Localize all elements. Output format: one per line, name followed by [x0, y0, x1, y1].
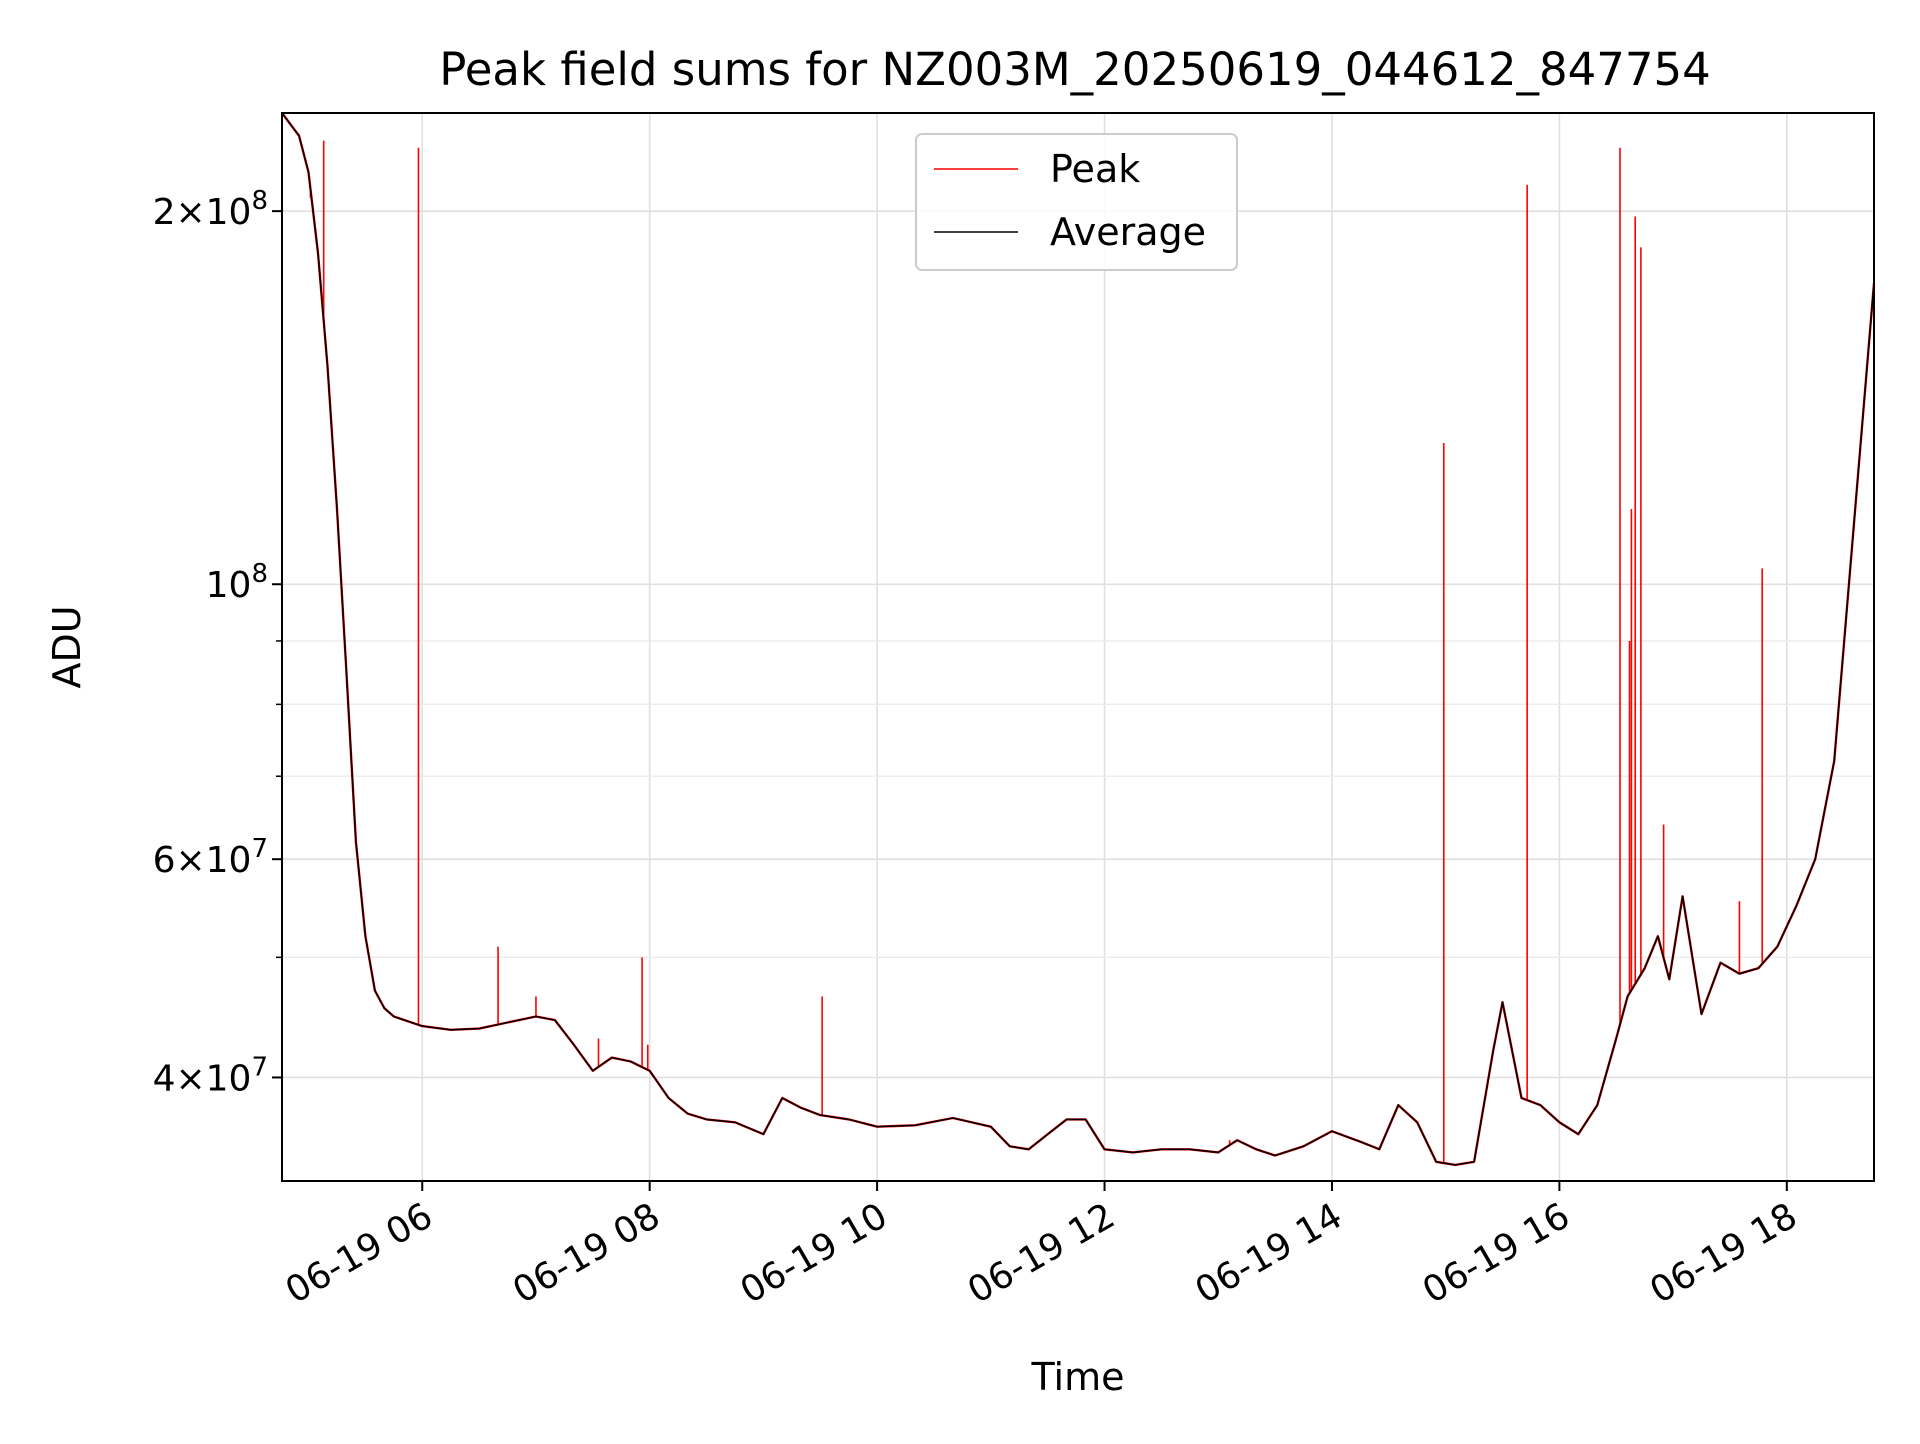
y-tick-label: 2×108: [153, 186, 268, 233]
y-axis-label: ADU: [45, 605, 89, 688]
chart-title: Peak field sums for NZ003M_20250619_0446…: [439, 43, 1711, 96]
plot-frame: [281, 112, 1875, 1182]
x-axis-label: Time: [1031, 1355, 1125, 1399]
legend-peak-label: Peak: [1050, 147, 1140, 191]
y-minor-ticks: [276, 640, 1874, 959]
y-tick-label: 6×107: [153, 834, 268, 881]
y-tick-label: 4×107: [153, 1052, 268, 1099]
y-axis: 4×107 6×107 108 2×108: [153, 186, 282, 1099]
average-series: [281, 112, 1875, 1166]
legend: Peak Average: [915, 133, 1238, 271]
legend-average-label: Average: [1050, 210, 1206, 254]
average-line: [281, 112, 1875, 1166]
legend-box: [915, 133, 1238, 271]
y-tick-label: 108: [206, 559, 268, 606]
